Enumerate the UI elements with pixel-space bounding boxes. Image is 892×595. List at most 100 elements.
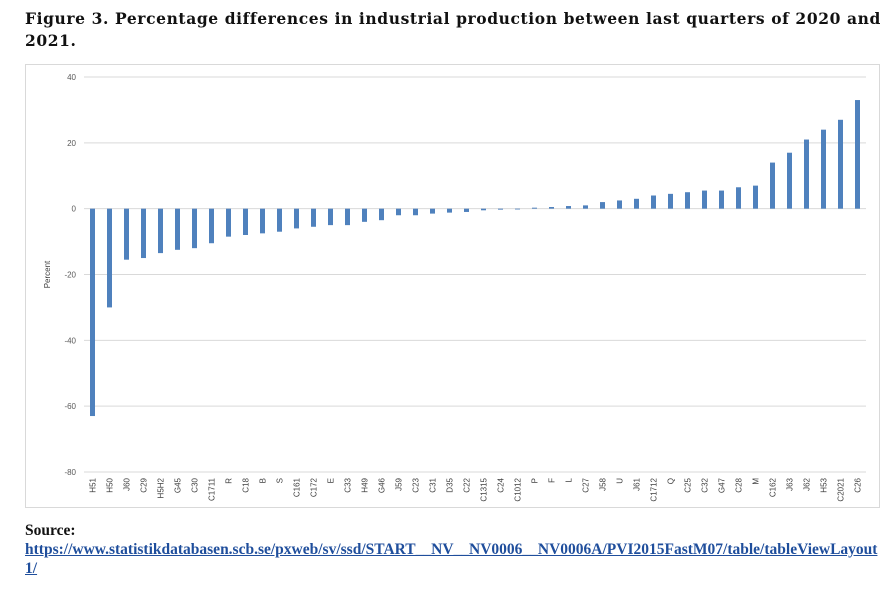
bar-c1315	[481, 208, 486, 211]
x-tick-label: H5H2	[157, 477, 166, 498]
gridlines	[84, 76, 866, 473]
x-tick-label: C22	[463, 477, 472, 492]
bar-g45	[175, 208, 180, 250]
chart-area: 40 20 0 -20 -40 -60 -80 H51 H50 J60 C29 H5H2 G45 C30…	[25, 64, 880, 508]
bar-j62	[804, 139, 809, 209]
y-tick-label: -60	[64, 402, 76, 411]
x-axis-labels: H51 H50 J60 C29 H5H2 G45 C30 C1711 R C18 B S C161 C17…	[89, 477, 863, 501]
x-tick-label: C33	[344, 477, 353, 492]
x-tick-label: E	[327, 478, 336, 483]
bar-l	[566, 206, 571, 209]
x-tick-label: G46	[378, 477, 387, 493]
x-tick-label: C25	[684, 477, 693, 492]
y-tick-label: 40	[67, 73, 76, 82]
bar-c28	[736, 187, 741, 209]
x-tick-label: U	[616, 478, 625, 484]
bar-g47	[719, 190, 724, 209]
bar-chart: 40 20 0 -20 -40 -60 -80 H51 H50 J60 C29 H5H2 G45 C30…	[43, 73, 866, 502]
x-tick-label: C172	[310, 477, 319, 497]
bar-j60	[124, 208, 129, 260]
bar-c30	[192, 208, 197, 249]
bar-c24	[498, 208, 503, 210]
bar-f	[549, 207, 554, 209]
bar-c162	[770, 162, 775, 209]
source-label: Source:	[25, 522, 76, 539]
bar-c27	[583, 205, 588, 209]
y-tick-label: -80	[64, 468, 76, 477]
source-link[interactable]: https://www.statistikdatabasen.scb.se/px…	[25, 541, 878, 577]
bar-c161	[294, 208, 299, 229]
x-tick-label: H49	[361, 477, 370, 492]
x-tick-label: C27	[582, 477, 591, 492]
bar-p	[532, 207, 537, 209]
bar-j58	[600, 202, 605, 209]
x-tick-label: C24	[497, 477, 506, 492]
bar-c31	[430, 208, 435, 214]
x-tick-label: C1711	[208, 477, 217, 501]
x-tick-label: C29	[140, 477, 149, 492]
bar-h50	[107, 208, 112, 308]
bar-m	[753, 185, 758, 209]
x-tick-label: G47	[718, 477, 727, 493]
x-tick-label: C28	[735, 477, 744, 492]
x-tick-label: D35	[446, 477, 455, 492]
bar-h53	[821, 129, 826, 209]
x-tick-label: R	[225, 478, 234, 484]
bar-c172	[311, 208, 316, 227]
x-tick-label: J61	[633, 477, 642, 490]
bar-h49	[362, 208, 367, 222]
bar-c32	[702, 190, 707, 209]
bar-r	[226, 208, 231, 237]
x-tick-label: L	[565, 477, 574, 482]
bar-c18	[243, 208, 248, 235]
x-tick-label: C162	[769, 477, 778, 497]
x-tick-label: M	[752, 478, 761, 485]
bar-c25	[685, 192, 690, 209]
bar-s	[277, 208, 282, 232]
bar-c26	[855, 100, 860, 209]
y-tick-label: -40	[64, 336, 76, 345]
x-tick-label: B	[259, 478, 268, 483]
bar-j59	[396, 208, 401, 216]
x-tick-label: H53	[820, 477, 829, 492]
bar-u	[617, 200, 622, 209]
bar-j63	[787, 152, 792, 209]
x-tick-label: C2021	[837, 477, 846, 501]
bar-j61	[634, 198, 639, 209]
x-tick-label: P	[531, 478, 540, 483]
x-tick-label: C26	[854, 477, 863, 492]
x-tick-label: C30	[191, 477, 200, 492]
y-tick-label: -20	[64, 271, 76, 280]
y-axis-ticks: 40 20 0 -20 -40 -60 -80	[64, 73, 76, 477]
bar-d35	[447, 208, 452, 213]
x-tick-label: J58	[599, 477, 608, 490]
x-tick-label: F	[548, 478, 557, 483]
bar-g46	[379, 208, 384, 221]
x-tick-label: J59	[395, 477, 404, 490]
x-tick-label: C161	[293, 477, 302, 497]
x-tick-label: C1315	[480, 477, 489, 501]
x-tick-label: C31	[429, 477, 438, 492]
y-axis-title: Percent	[43, 260, 52, 288]
bar-c1012	[515, 208, 520, 210]
bar-c1712	[651, 195, 656, 209]
x-tick-label: C1712	[650, 477, 659, 501]
bar-c23	[413, 208, 418, 216]
bar-b	[260, 208, 265, 234]
bar-c2021	[838, 119, 843, 209]
figure-title: Figure 3. Percentage differences in indu…	[25, 9, 881, 50]
x-tick-label: C1012	[514, 477, 523, 501]
bar-c1711	[209, 208, 214, 244]
x-tick-label: H50	[106, 477, 115, 492]
x-tick-label: C32	[701, 477, 710, 492]
bar-h5h2	[158, 208, 163, 254]
x-tick-label: J60	[123, 477, 132, 490]
bar-c33	[345, 208, 350, 226]
x-tick-label: C23	[412, 477, 421, 492]
bars	[90, 100, 860, 417]
bar-c29	[141, 208, 146, 259]
x-tick-label: S	[276, 478, 285, 483]
x-tick-label: C18	[242, 477, 251, 492]
x-tick-label: J63	[786, 477, 795, 490]
source-block: Source: https://www.statistikdatabasen.s…	[25, 521, 885, 578]
